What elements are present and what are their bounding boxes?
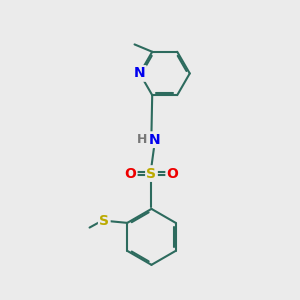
Text: N: N (148, 133, 160, 147)
Text: S: S (146, 167, 157, 181)
Text: O: O (124, 167, 136, 181)
Text: S: S (99, 214, 109, 227)
Text: O: O (167, 167, 178, 181)
Text: N: N (134, 66, 146, 80)
Text: H: H (136, 133, 147, 146)
